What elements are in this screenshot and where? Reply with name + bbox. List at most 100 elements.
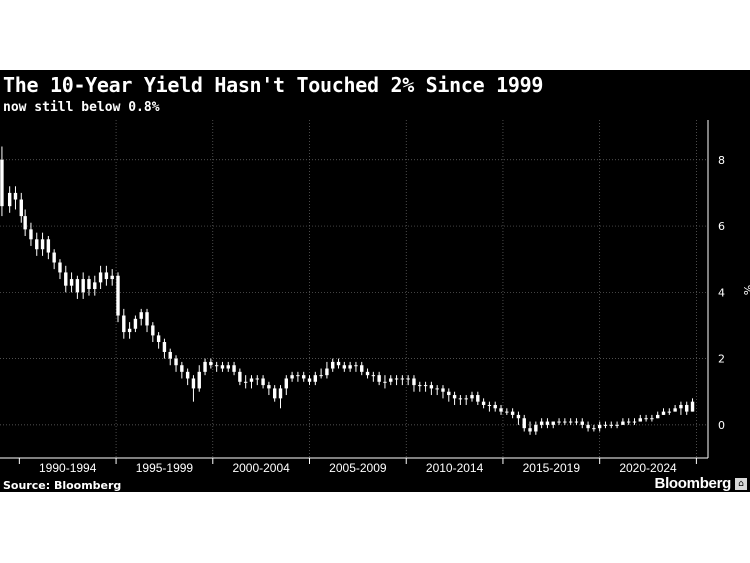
- candle-body: [331, 361, 335, 369]
- candle-body: [679, 404, 683, 409]
- y-tick-label: 8: [718, 154, 725, 167]
- candle-body: [145, 312, 149, 326]
- candle-body: [470, 395, 474, 399]
- candle-body: [168, 351, 172, 359]
- y-tick-label: 0: [718, 419, 725, 432]
- candle-body: [127, 328, 132, 333]
- candle-body: [220, 365, 225, 369]
- candle-body: [272, 388, 277, 399]
- candle-body: [255, 378, 259, 380]
- candle-body: [632, 421, 637, 423]
- candle-body: [46, 239, 51, 253]
- candle-body: [685, 404, 689, 412]
- candle-body: [476, 395, 480, 402]
- candle-body: [534, 424, 538, 432]
- candle-body: [325, 368, 329, 376]
- candle-body: [191, 378, 196, 389]
- candle-body: [98, 272, 103, 283]
- candle-body: [690, 401, 695, 412]
- candle-body: [412, 378, 416, 386]
- candle-body: [597, 424, 602, 429]
- candle-body: [348, 365, 352, 369]
- candle-body: [52, 252, 56, 263]
- candle-body: [487, 404, 492, 406]
- candle-body: [481, 401, 486, 405]
- candle-body: [69, 279, 74, 286]
- y-axis-label: %: [741, 285, 750, 295]
- x-period-label: 2000-2004: [232, 461, 290, 475]
- candle-body: [174, 358, 178, 366]
- candle-body: [81, 279, 85, 293]
- bloomberg-terminal-icon: ⌂: [735, 477, 747, 490]
- candle-body: [19, 199, 23, 217]
- candle-body: [278, 388, 283, 399]
- candle-body: [151, 325, 155, 336]
- candle-body: [621, 421, 625, 425]
- candle-body: [319, 375, 323, 377]
- x-period-label: 1990-1994: [39, 461, 97, 475]
- candle-body: [64, 272, 68, 286]
- x-period-label: 2010-2014: [426, 461, 484, 475]
- candle-body: [75, 279, 80, 293]
- candle-body: [510, 411, 515, 415]
- chart-frame: The 10-Year Yield Hasn't Touched 2% Sinc…: [0, 70, 750, 492]
- candle-body: [156, 335, 161, 343]
- candle-body: [418, 385, 422, 387]
- candle-body: [505, 411, 509, 413]
- candle-body: [13, 192, 18, 200]
- candle-body: [133, 318, 138, 329]
- candle-body: [452, 395, 457, 399]
- candle-body: [568, 421, 573, 423]
- chart-title: The 10-Year Yield Hasn't Touched 2% Sinc…: [3, 73, 544, 97]
- chart-subtitle: now still below 0.8%: [3, 100, 160, 115]
- candle-body: [673, 408, 677, 412]
- candle-body: [638, 418, 642, 422]
- candle-body: [586, 424, 590, 429]
- candle-body: [389, 378, 393, 382]
- candle-body: [644, 418, 648, 420]
- candle-body: [545, 421, 550, 425]
- candle-body: [592, 428, 596, 430]
- candle-body: [574, 421, 579, 423]
- candle-body: [209, 361, 213, 366]
- candle-body: [110, 275, 114, 280]
- candle-body: [336, 361, 341, 366]
- candle-body: [458, 398, 463, 400]
- candle-body: [516, 414, 521, 419]
- candle-body: [139, 312, 143, 319]
- candle-body: [116, 275, 120, 316]
- candle-body: [615, 424, 619, 426]
- candle-body: [243, 381, 248, 383]
- candle-body: [185, 371, 190, 379]
- candle-body: [93, 282, 97, 289]
- candle-body: [360, 365, 364, 372]
- candle-body: [580, 421, 584, 425]
- candle-body: [656, 414, 660, 419]
- candle-body: [626, 421, 631, 423]
- candle-body: [365, 371, 370, 376]
- candle-body: [203, 361, 207, 372]
- candle-body: [435, 388, 439, 390]
- candle-body: [87, 279, 91, 289]
- y-tick-label: 2: [718, 353, 725, 366]
- candle-body: [0, 159, 4, 207]
- candle-body: [296, 375, 300, 377]
- candle-body: [58, 262, 62, 273]
- candle-body: [197, 371, 201, 389]
- x-period-label: 2020-2024: [619, 461, 677, 475]
- candle-body: [371, 375, 376, 377]
- candle-body: [354, 365, 358, 367]
- candle-body: [394, 378, 399, 380]
- candle-body: [313, 375, 318, 382]
- candle-body: [551, 421, 555, 425]
- candle-body: [528, 428, 532, 432]
- candle-body: [238, 371, 242, 382]
- candle-body: [302, 375, 306, 379]
- candle-body: [249, 378, 254, 382]
- candle-body: [290, 375, 294, 379]
- candle-body: [226, 365, 230, 369]
- candle-body: [180, 365, 184, 372]
- candle-body: [383, 381, 387, 383]
- candle-body: [499, 408, 503, 412]
- x-period-label: 2005-2009: [329, 461, 387, 475]
